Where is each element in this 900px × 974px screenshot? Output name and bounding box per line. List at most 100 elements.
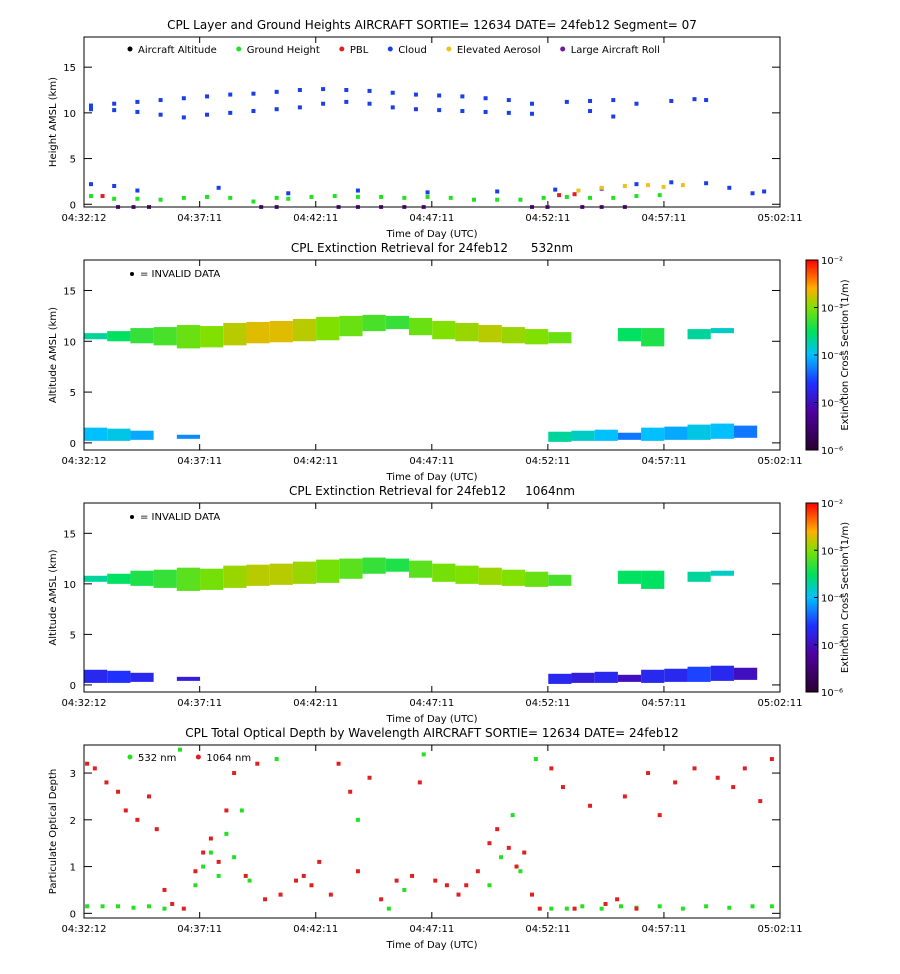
- data-point: [541, 195, 546, 200]
- data-point: [634, 194, 639, 199]
- data-point: [328, 892, 333, 897]
- data-point: [680, 183, 685, 188]
- plot-frame: [83, 502, 781, 693]
- data-point: [421, 752, 426, 757]
- data-point: [154, 827, 159, 832]
- data-point: [475, 869, 480, 874]
- y-tick-label: 2: [70, 816, 76, 827]
- x-tick-label: 04:47:11: [409, 924, 454, 935]
- extinction-cell: [246, 564, 270, 586]
- legend-marker: [387, 46, 393, 52]
- extinction-cell: [525, 571, 549, 587]
- y-tick-label: 5: [70, 155, 76, 166]
- data-point: [309, 883, 314, 888]
- data-point: [224, 808, 229, 813]
- data-point: [205, 112, 210, 117]
- colorbar-label: Extinction Cross Section (1/m): [840, 279, 851, 430]
- x-tick-label: 05:02:11: [758, 698, 803, 709]
- data-point: [88, 107, 93, 112]
- data-point: [239, 808, 244, 813]
- data-point: [657, 193, 662, 198]
- extinction-cell: [84, 427, 108, 441]
- x-axis-label: Time of Day (UTC): [385, 472, 477, 483]
- extinction-cell: [246, 321, 270, 344]
- data-point: [123, 808, 128, 813]
- data-point: [321, 87, 326, 92]
- extinction-cell: [548, 431, 572, 442]
- extinction-cell: [200, 326, 224, 348]
- data-point: [425, 190, 430, 195]
- legend-label: PBL: [350, 45, 369, 56]
- data-point: [483, 96, 488, 101]
- data-point: [216, 859, 221, 864]
- x-axis-label: Time of Day (UTC): [385, 940, 477, 951]
- data-point: [618, 904, 623, 909]
- extinction-cell: [107, 331, 131, 342]
- colorbar-label: Extinction Cross Section (1/m): [840, 522, 851, 673]
- data-point: [205, 194, 210, 199]
- colorbar-tick-label: 10⁻⁴: [821, 351, 843, 362]
- data-point: [247, 878, 252, 883]
- x-tick-label: 04:32:12: [62, 213, 107, 224]
- data-point: [135, 196, 140, 201]
- y-tick-label: 5: [70, 388, 76, 399]
- data-point: [317, 859, 322, 864]
- data-point: [116, 789, 121, 794]
- data-point: [611, 114, 616, 119]
- data-point: [201, 864, 206, 869]
- extinction-cell: [455, 322, 479, 342]
- data-point: [731, 785, 736, 790]
- extinction-cell: [501, 327, 526, 344]
- plot-frame: [83, 259, 781, 451]
- data-point: [518, 869, 523, 874]
- x-axis-label: Time of Day (UTC): [385, 714, 477, 725]
- data-point: [205, 94, 210, 99]
- extinction-cell: [130, 570, 154, 586]
- data-point: [332, 194, 337, 199]
- colorbar-tick-label: 10⁻⁵: [821, 399, 843, 410]
- data-point: [657, 813, 662, 818]
- x-tick-label: 04:42:11: [293, 456, 338, 467]
- legend-marker: [236, 46, 242, 52]
- extinction-cell: [641, 669, 665, 683]
- extinction-cell: [130, 328, 154, 344]
- data-point: [355, 817, 360, 822]
- colorbar-tick-label: 10⁻³: [821, 546, 843, 557]
- y-tick-label: 10: [63, 109, 76, 120]
- data-point: [499, 855, 504, 860]
- x-tick-label: 04:32:12: [62, 698, 107, 709]
- extinction-cell: [501, 569, 526, 586]
- extinction-cell: [223, 565, 247, 588]
- data-point: [588, 109, 593, 114]
- data-point: [297, 105, 302, 110]
- x-tick-label: 05:02:11: [758, 456, 803, 467]
- data-point: [251, 91, 256, 96]
- y-axis-label: Altitude AMSL (km): [48, 549, 59, 645]
- data-point: [634, 101, 639, 106]
- y-tick-label: 15: [63, 286, 76, 297]
- colorbar-tick-label: 10⁻²: [821, 499, 843, 510]
- data-point: [216, 185, 221, 190]
- plot-frame: [83, 744, 781, 919]
- data-point: [294, 878, 299, 883]
- data-point: [286, 191, 291, 196]
- y-tick-label: 15: [63, 529, 76, 540]
- extinction-cell: [316, 559, 340, 583]
- x-tick-label: 04:57:11: [641, 924, 686, 935]
- extinction-cell: [84, 669, 108, 683]
- extinction-cell: [408, 560, 433, 578]
- data-point: [177, 747, 182, 752]
- extinction-cell: [455, 565, 479, 584]
- data-point: [208, 850, 213, 855]
- data-point: [201, 850, 206, 855]
- data-point: [112, 101, 117, 106]
- data-point: [692, 97, 697, 102]
- data-point: [208, 836, 213, 841]
- extinction-cell: [84, 575, 108, 582]
- data-point: [483, 109, 488, 114]
- data-point: [576, 188, 581, 193]
- data-point: [379, 194, 384, 199]
- data-point: [301, 873, 306, 878]
